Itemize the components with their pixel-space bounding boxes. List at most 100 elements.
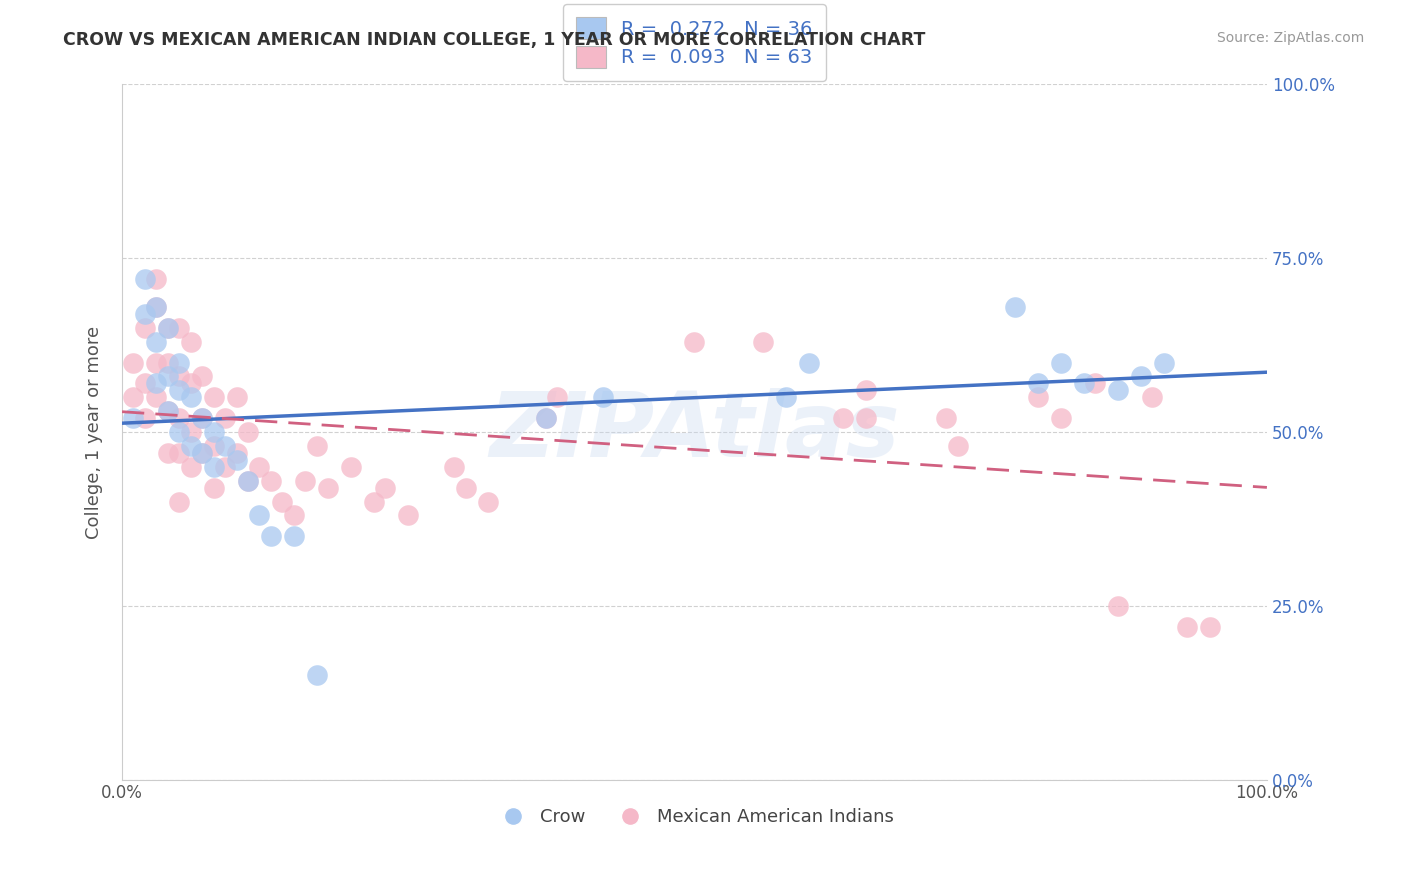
Point — [1107, 384, 1129, 398]
Point — [191, 446, 214, 460]
Text: ZIPAtlas: ZIPAtlas — [489, 388, 900, 476]
Point — [477, 494, 499, 508]
Point — [1049, 411, 1071, 425]
Point — [236, 474, 259, 488]
Point — [156, 320, 179, 334]
Point — [225, 390, 247, 404]
Point — [145, 334, 167, 349]
Point — [134, 307, 156, 321]
Point — [534, 411, 557, 425]
Point — [134, 272, 156, 286]
Point — [283, 529, 305, 543]
Point — [1153, 355, 1175, 369]
Point — [169, 355, 191, 369]
Point — [145, 390, 167, 404]
Point — [294, 474, 316, 488]
Point — [214, 439, 236, 453]
Point — [156, 355, 179, 369]
Point — [134, 376, 156, 391]
Point — [260, 474, 283, 488]
Point — [191, 369, 214, 384]
Point — [156, 320, 179, 334]
Point — [156, 404, 179, 418]
Point — [443, 459, 465, 474]
Point — [191, 411, 214, 425]
Point — [855, 384, 877, 398]
Point — [832, 411, 855, 425]
Point — [180, 390, 202, 404]
Point — [1198, 620, 1220, 634]
Point — [1175, 620, 1198, 634]
Point — [180, 459, 202, 474]
Point — [1026, 376, 1049, 391]
Point — [1129, 369, 1152, 384]
Point — [1107, 599, 1129, 613]
Point — [156, 404, 179, 418]
Point — [236, 425, 259, 439]
Point — [134, 411, 156, 425]
Point — [1026, 390, 1049, 404]
Point — [156, 369, 179, 384]
Point — [169, 494, 191, 508]
Point — [225, 453, 247, 467]
Point — [316, 481, 339, 495]
Point — [1084, 376, 1107, 391]
Point — [225, 446, 247, 460]
Point — [202, 439, 225, 453]
Point — [283, 508, 305, 523]
Point — [946, 439, 969, 453]
Point — [396, 508, 419, 523]
Point — [145, 300, 167, 314]
Point — [202, 481, 225, 495]
Point — [214, 411, 236, 425]
Point — [202, 459, 225, 474]
Point — [145, 272, 167, 286]
Point — [305, 668, 328, 682]
Point — [249, 508, 271, 523]
Point — [169, 446, 191, 460]
Point — [855, 411, 877, 425]
Point — [145, 300, 167, 314]
Y-axis label: College, 1 year or more: College, 1 year or more — [86, 326, 103, 539]
Point — [202, 425, 225, 439]
Point — [683, 334, 706, 349]
Point — [249, 459, 271, 474]
Text: Source: ZipAtlas.com: Source: ZipAtlas.com — [1216, 31, 1364, 45]
Point — [935, 411, 957, 425]
Point — [122, 411, 145, 425]
Point — [260, 529, 283, 543]
Point — [180, 425, 202, 439]
Point — [236, 474, 259, 488]
Point — [122, 355, 145, 369]
Point — [797, 355, 820, 369]
Point — [1004, 300, 1026, 314]
Point — [134, 320, 156, 334]
Point — [1073, 376, 1095, 391]
Point — [592, 390, 614, 404]
Point — [180, 439, 202, 453]
Legend: Crow, Mexican American Indians: Crow, Mexican American Indians — [488, 801, 901, 833]
Text: CROW VS MEXICAN AMERICAN INDIAN COLLEGE, 1 YEAR OR MORE CORRELATION CHART: CROW VS MEXICAN AMERICAN INDIAN COLLEGE,… — [63, 31, 925, 49]
Point — [169, 369, 191, 384]
Point — [340, 459, 363, 474]
Point — [169, 425, 191, 439]
Point — [546, 390, 568, 404]
Point — [191, 446, 214, 460]
Point — [156, 446, 179, 460]
Point — [775, 390, 797, 404]
Point — [169, 384, 191, 398]
Point — [122, 390, 145, 404]
Point — [534, 411, 557, 425]
Point — [363, 494, 385, 508]
Point — [169, 320, 191, 334]
Point — [454, 481, 477, 495]
Point — [180, 334, 202, 349]
Point — [202, 390, 225, 404]
Point — [169, 411, 191, 425]
Point — [1142, 390, 1164, 404]
Point — [145, 355, 167, 369]
Point — [752, 334, 775, 349]
Point — [374, 481, 396, 495]
Point — [214, 459, 236, 474]
Point — [180, 376, 202, 391]
